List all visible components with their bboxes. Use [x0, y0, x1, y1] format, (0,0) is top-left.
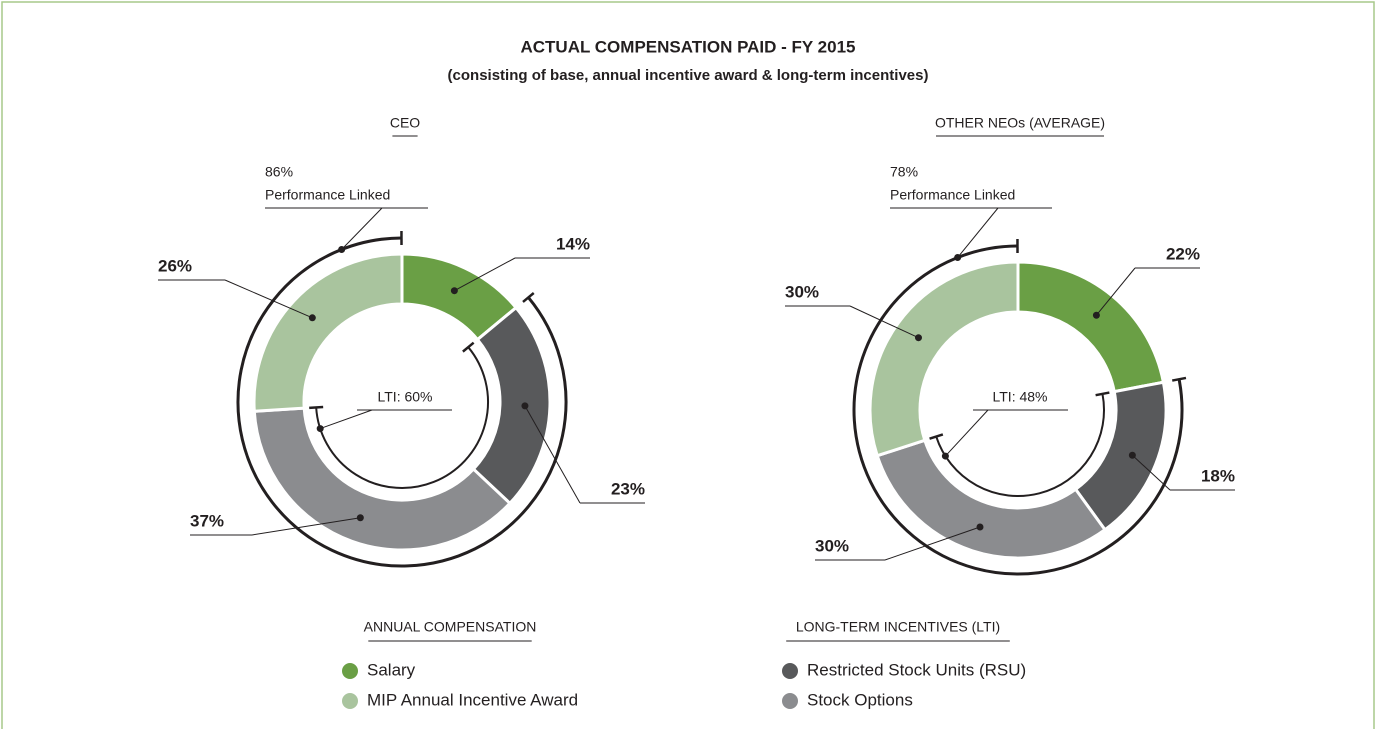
leader-line: [1096, 267, 1136, 316]
lti-arc: [315, 346, 489, 489]
lti-dot: [316, 425, 324, 433]
leader-dot: [308, 314, 316, 322]
performance-arc: [236, 236, 568, 568]
performance-leader: [957, 207, 999, 258]
legend-swatch: [782, 663, 798, 679]
donut-slice: [252, 252, 404, 413]
leader-line: [524, 405, 581, 504]
lti-arc-end: [929, 433, 944, 440]
performance-arc: [852, 244, 1184, 576]
legend-swatch: [782, 693, 798, 709]
performance-text: Performance Linked: [265, 187, 390, 203]
leader-dot: [976, 523, 984, 531]
performance-value: 86%: [265, 164, 293, 180]
donut-slice: [875, 438, 1108, 560]
leader-dot: [1128, 451, 1136, 459]
value-label: 22%: [1166, 244, 1200, 263]
value-label: 14%: [556, 234, 590, 253]
leader-line: [454, 257, 516, 292]
donut-slice: [471, 305, 552, 506]
legend-swatch: [342, 693, 358, 709]
leader-line: [251, 517, 361, 536]
performance-arc-end: [1171, 376, 1187, 382]
lti-arc: [935, 393, 1106, 498]
value-label: 23%: [611, 479, 645, 498]
value-label: 37%: [190, 511, 224, 530]
leader-dot: [914, 334, 922, 342]
value-label: 18%: [1201, 466, 1235, 485]
title: ACTUAL COMPENSATION PAID - FY 2015: [520, 37, 855, 56]
donut-slice: [1016, 260, 1166, 394]
lti-dot: [941, 452, 949, 460]
subtitle: (consisting of base, annual incentive aw…: [448, 67, 929, 84]
leader-line: [884, 526, 981, 561]
lti-leader: [945, 409, 989, 457]
lti-arc-end: [309, 405, 324, 410]
legend-group-title: ANNUAL COMPENSATION: [364, 619, 537, 635]
chart-title: OTHER NEOs (AVERAGE): [935, 115, 1105, 131]
performance-arc-end: [522, 292, 535, 303]
lti-arc-end: [462, 341, 475, 353]
legend-label: Restricted Stock Units (RSU): [807, 660, 1026, 679]
legend-label: Salary: [367, 660, 416, 679]
donut-slice: [252, 406, 513, 552]
leader-line: [849, 305, 919, 339]
leader-dot: [521, 402, 529, 410]
performance-value: 78%: [890, 164, 918, 180]
value-label: 26%: [158, 256, 192, 275]
leader-dot: [450, 287, 458, 295]
leader-dot: [1092, 311, 1100, 319]
lti-label: LTI: 48%: [993, 389, 1048, 405]
leader-line: [224, 279, 313, 319]
performance-leader: [341, 207, 383, 250]
lti-arc-end: [1095, 391, 1110, 397]
performance-dot: [338, 246, 346, 254]
legend-group-title: LONG-TERM INCENTIVES (LTI): [796, 619, 1000, 635]
value-label: 30%: [815, 536, 849, 555]
leader-dot: [356, 514, 364, 522]
legend-swatch: [342, 663, 358, 679]
legend-label: MIP Annual Incentive Award: [367, 690, 578, 709]
chart-title: CEO: [390, 115, 420, 131]
lti-label: LTI: 60%: [378, 389, 433, 405]
legend-label: Stock Options: [807, 690, 913, 709]
value-label: 30%: [785, 282, 819, 301]
lti-leader: [320, 409, 373, 430]
performance-dot: [954, 254, 962, 262]
performance-text: Performance Linked: [890, 187, 1015, 203]
donut-slice: [868, 260, 1020, 458]
